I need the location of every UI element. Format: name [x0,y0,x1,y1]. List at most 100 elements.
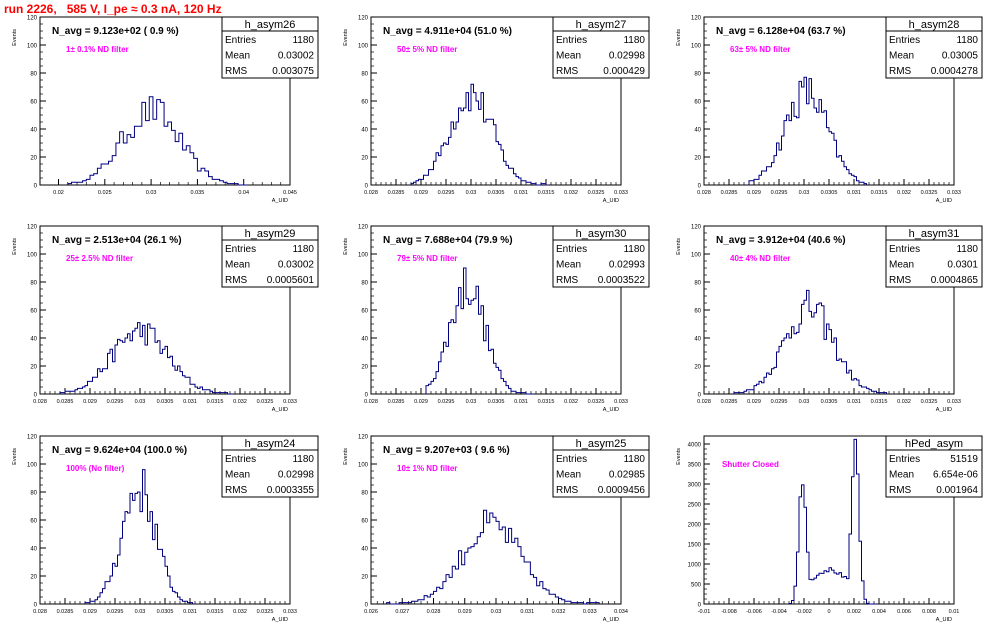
y-tick-label: 40 [694,128,701,134]
x-tick-label: 0.004 [872,609,886,615]
x-tick-label: 0.0295 [771,190,788,196]
x-tick-label: 0.035 [191,190,205,196]
histogram-line [733,289,887,394]
y-tick-label: 100 [691,44,702,50]
stats-label: RMS [556,275,579,286]
x-tick-label: 0.033 [614,190,628,196]
stats-title: h_asym24 [245,438,296,450]
x-tick-label: -0.008 [721,609,737,615]
x-tick-label: 0.0295 [107,399,124,405]
x-tick-label: 0 [827,609,830,615]
stats-label: RMS [225,485,248,496]
y-tick-label: 40 [361,128,368,134]
y-tick-label: 60 [694,100,701,106]
stats-value: 0.03002 [278,51,315,62]
stats-label: Entries [556,35,587,46]
x-axis-label: A_UID [936,198,952,204]
y-tick-label: 20 [694,156,701,162]
y-tick-label: 80 [694,281,701,287]
x-tick-label: 0.03 [466,399,477,405]
stats-value: 0.003075 [272,66,314,77]
stats-label: Entries [225,244,256,255]
x-tick-label: 0.0315 [207,609,224,615]
stats-title: h_asym26 [245,19,296,31]
y-tick-label: 80 [361,281,368,287]
x-tick-label: 0.03 [146,190,157,196]
y-tick-label: 60 [30,100,37,106]
x-tick-label: 0.0285 [57,399,74,405]
stats-label: RMS [889,66,912,77]
stats-value: 0.0005601 [267,275,315,286]
run-title: run 2226, 585 V, I_pe ≈ 0.3 nA, 120 Hz [4,2,222,16]
y-tick-label: 20 [30,365,37,371]
y-tick-label: 60 [361,100,368,106]
x-tick-label: 0.0325 [921,190,938,196]
y-tick-label: 20 [694,365,701,371]
filter-annotation: 63± 5% ND filter [730,45,790,54]
x-tick-label: 0.032 [552,609,566,615]
stats-title: hPed_asym [905,438,963,450]
x-tick-label: 0.031 [514,190,528,196]
x-tick-label: 0.028 [364,190,378,196]
stats-value: 1180 [292,244,314,255]
filter-annotation: 40± 4% ND filter [730,254,790,263]
filter-annotation: 25± 2.5% ND filter [66,254,133,263]
y-tick-label: 3000 [688,483,702,489]
x-tick-label: 0.032 [233,399,247,405]
y-tick-label: 80 [30,72,37,78]
y-axis-label: Events [343,29,349,46]
filter-annotation: 100% (No filter) [66,464,125,473]
stats-label: Mean [556,470,581,481]
stats-label: RMS [556,485,579,496]
y-tick-label: 40 [30,337,37,343]
x-tick-label: 0.031 [183,399,197,405]
x-tick-label: 0.029 [414,190,428,196]
stats-value: 0.0003522 [598,275,646,286]
stats-box [885,435,983,498]
y-tick-label: 3500 [688,463,702,469]
x-tick-label: 0.0315 [538,399,555,405]
navg-label: N_avg = 3.912e+04 (40.6 %) [716,235,846,246]
x-tick-label: 0.033 [947,190,961,196]
x-tick-label: -0.006 [746,609,762,615]
x-tick-label: 0.0305 [157,399,174,405]
stats-label: Entries [225,35,256,46]
y-axis-label: Events [12,29,18,46]
x-tick-label: 0.028 [33,609,47,615]
x-tick-label: 0.0315 [207,399,224,405]
histogram-line [84,469,193,604]
x-tick-label: -0.002 [796,609,812,615]
x-axis-label: A_UID [936,407,952,413]
x-tick-label: 0.029 [747,399,761,405]
x-tick-label: 0.033 [583,609,597,615]
y-axis-label: Events [343,238,349,255]
stats-label: Mean [889,51,914,62]
y-tick-label: 120 [27,16,38,22]
y-tick-label: 0 [365,184,369,190]
stats-label: Entries [556,454,587,465]
stats-value: 1180 [292,454,314,465]
x-tick-label: 0.008 [922,609,936,615]
x-tick-label: 0.0315 [871,399,888,405]
stats-value: 0.0004278 [931,66,979,77]
y-axis-label: Events [676,29,682,46]
stats-value: 1180 [292,35,314,46]
x-tick-label: -0.004 [771,609,787,615]
stats-label: Entries [889,244,920,255]
x-tick-label: 0.0325 [257,399,274,405]
stats-value: 0.02993 [609,260,646,271]
navg-label: N_avg = 9.123e+02 ( 0.9 %) [52,26,179,37]
x-tick-label: 0.03 [491,609,502,615]
y-tick-label: 100 [358,253,369,259]
y-tick-label: 20 [30,156,37,162]
x-tick-label: 0.029 [747,190,761,196]
stats-box [552,16,650,79]
y-tick-label: 40 [361,547,368,553]
x-tick-label: 0.0325 [588,399,605,405]
navg-label: N_avg = 9.207e+03 ( 9.6 %) [383,445,510,456]
stats-title: h_asym30 [576,228,627,240]
stats-value: 1180 [623,244,645,255]
stats-box [221,435,319,498]
filter-annotation: 50± 5% ND filter [397,45,457,54]
stats-value: 6.654e-06 [933,470,978,481]
